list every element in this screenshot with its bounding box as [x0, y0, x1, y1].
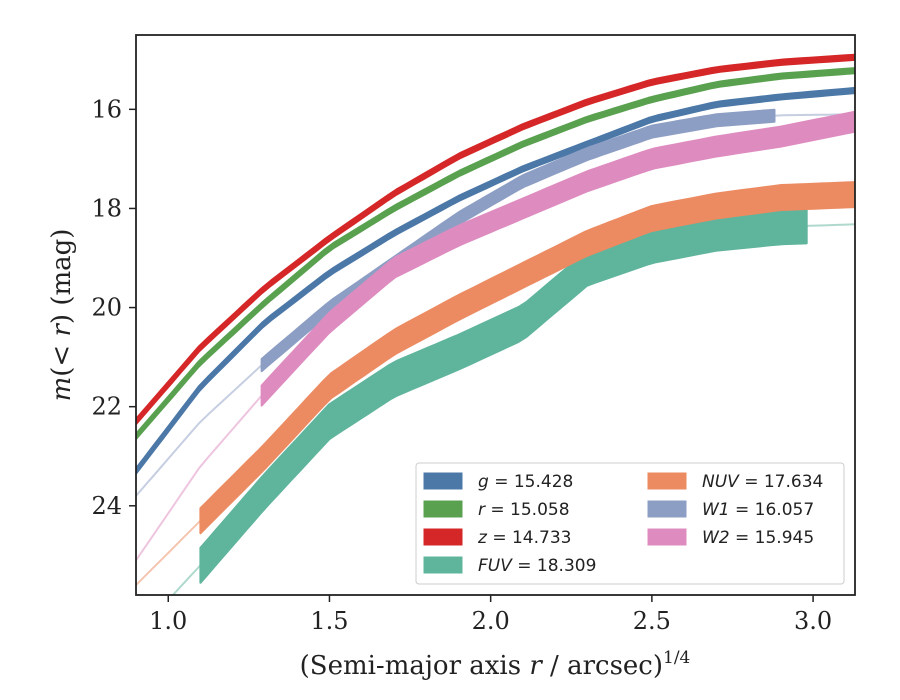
legend-swatch-w2: [647, 528, 687, 546]
series-fuv-band: [199, 207, 808, 584]
x-tick-label: 2.0: [472, 607, 510, 635]
legend-swatch-fuv: [423, 556, 463, 574]
y-axis-label: m(< r) (mag): [47, 229, 77, 402]
y-tick-label: 18: [91, 194, 122, 222]
x-axis-label: (Semi-major axis r / arcsec)1/4: [300, 648, 691, 681]
legend-box: [415, 462, 845, 585]
legend-label-w2: W2 = 15.945: [702, 528, 814, 548]
legend-swatch-nuv: [647, 472, 687, 490]
series-w2-band: [260, 110, 855, 407]
x-axis: 1.0 1.5 2.0 2.5 3.0: [149, 595, 832, 635]
y-tick-label: 20: [91, 294, 122, 322]
legend: g = 15.428 r = 15.058 z = 14.733 FUV = 18.3…: [415, 462, 845, 585]
legend-label-nuv: NUV = 17.634: [702, 472, 823, 492]
y-tick-label: 22: [91, 393, 122, 421]
plot-frame: [135, 34, 856, 596]
legend-swatch-z: [423, 528, 463, 546]
x-tick-label: 1.0: [149, 607, 187, 635]
series-nuv-band: [199, 181, 855, 535]
y-axis: 16 18 20 22 24: [91, 95, 136, 520]
x-tick-label: 3.0: [794, 607, 832, 635]
x-tick-label: 2.5: [633, 607, 671, 635]
legend-swatch-w1: [647, 500, 687, 518]
series-r-band: [136, 67, 855, 440]
legend-label-z: z = 14.733: [477, 528, 571, 548]
x-tick-label: 1.5: [310, 607, 348, 635]
series-z-band: [136, 53, 855, 426]
legend-label-r: r = 15.058: [478, 500, 570, 520]
legend-entries: g = 15.428 r = 15.058 z = 14.733 FUV = 18.3…: [423, 472, 823, 576]
legend-label-w1: W1 = 16.057: [702, 500, 814, 520]
legend-label-g: g = 15.428: [478, 472, 573, 492]
y-tick-label: 16: [91, 95, 122, 123]
legend-swatch-r: [423, 500, 463, 518]
legend-swatch-g: [423, 472, 463, 490]
y-tick-label: 24: [91, 492, 122, 520]
series-layer: [136, 53, 855, 595]
legend-label-fuv: FUV = 18.309: [478, 556, 596, 576]
series-g-band: [136, 86, 855, 475]
